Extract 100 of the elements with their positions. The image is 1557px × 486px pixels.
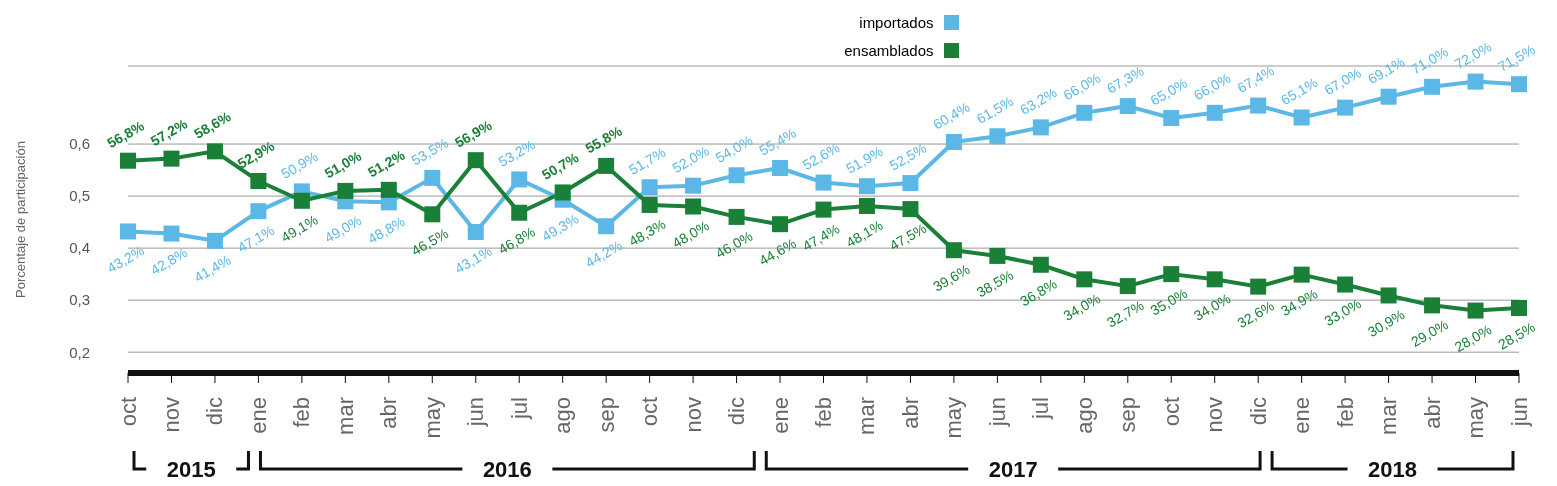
y-tick-label: 0,2 xyxy=(69,343,90,361)
x-tick-label: ene xyxy=(767,397,793,434)
x-tick-label: jun xyxy=(1506,397,1532,428)
y-tick-label: 0,6 xyxy=(69,135,90,153)
point xyxy=(1163,110,1180,127)
point xyxy=(1467,302,1484,319)
point xyxy=(728,167,745,184)
point xyxy=(1511,76,1527,93)
point xyxy=(772,159,789,176)
x-tick-label: oct xyxy=(637,397,663,427)
point xyxy=(598,157,615,174)
point xyxy=(1380,88,1397,105)
point xyxy=(772,216,789,233)
point xyxy=(293,192,310,209)
point xyxy=(1380,287,1397,304)
point xyxy=(1119,98,1136,115)
y-tick-label: 0,5 xyxy=(69,187,90,205)
point xyxy=(641,179,658,196)
point xyxy=(467,152,484,169)
x-tick-label: ene xyxy=(245,397,271,434)
point xyxy=(902,175,919,192)
y-axis-title: Porcentaje de participación xyxy=(12,141,28,298)
x-tick-label: jul xyxy=(506,397,532,421)
x-tick-label: feb xyxy=(289,397,315,428)
x-tick-label: dic xyxy=(1245,397,1271,426)
point xyxy=(1206,104,1223,121)
point xyxy=(641,196,658,213)
point xyxy=(685,198,702,215)
point xyxy=(989,247,1006,264)
point xyxy=(902,201,919,218)
x-tick-label: mar xyxy=(854,397,880,435)
point xyxy=(1337,276,1354,293)
point xyxy=(250,203,267,220)
point xyxy=(1076,104,1093,121)
x-tick-label: nov xyxy=(680,397,706,433)
point xyxy=(1032,256,1049,273)
point xyxy=(815,201,832,218)
x-tick-label: mar xyxy=(1376,397,1402,435)
point xyxy=(989,128,1006,145)
point xyxy=(120,152,136,169)
x-tick-label: feb xyxy=(1332,397,1358,428)
point xyxy=(1250,278,1267,295)
legend-label: importados xyxy=(859,13,934,31)
x-tick-label: jul xyxy=(1028,397,1054,421)
point xyxy=(424,169,441,186)
x-tick-label: sep xyxy=(593,397,619,433)
x-tick-label: may xyxy=(1463,397,1489,439)
x-tick-label: ene xyxy=(1289,397,1315,434)
x-tick-label: nov xyxy=(158,397,184,433)
point xyxy=(1076,271,1093,288)
point xyxy=(250,173,267,189)
text: 2016 xyxy=(482,457,532,482)
x-tick-label: oct xyxy=(115,397,141,427)
x-tick-label: ago xyxy=(1071,397,1097,434)
x-tick-label: dic xyxy=(202,397,228,426)
point xyxy=(1032,119,1049,136)
point xyxy=(120,223,136,240)
x-tick-label: sep xyxy=(1115,397,1141,433)
point xyxy=(511,204,528,221)
point xyxy=(1511,299,1527,316)
point xyxy=(1337,99,1354,116)
point xyxy=(945,133,962,150)
text: 2015 xyxy=(166,457,216,482)
point xyxy=(1250,97,1267,114)
point xyxy=(424,206,441,223)
point xyxy=(858,178,875,195)
point xyxy=(467,223,484,240)
point xyxy=(1293,109,1310,126)
point xyxy=(815,174,832,191)
point xyxy=(1424,297,1441,314)
x-tick-label: oct xyxy=(1158,397,1184,427)
point xyxy=(1293,266,1310,283)
x-tick-label: jun xyxy=(463,397,489,428)
point xyxy=(337,182,354,199)
point xyxy=(206,143,223,160)
legend-label: ensamblados xyxy=(844,41,934,59)
point xyxy=(598,218,615,235)
point xyxy=(1206,271,1223,288)
x-tick-label: jun xyxy=(984,397,1010,428)
point xyxy=(1119,278,1136,295)
point xyxy=(554,184,571,201)
point xyxy=(728,208,745,225)
point xyxy=(1163,266,1180,283)
point xyxy=(380,181,397,198)
x-tick-label: mar xyxy=(332,397,358,435)
x-tick-label: nov xyxy=(1202,397,1228,433)
x-tick-label: dic xyxy=(724,397,750,426)
y-tick-label: 0,3 xyxy=(69,291,90,309)
x-tick-label: ago xyxy=(550,397,576,434)
point xyxy=(511,171,528,188)
text: 2017 xyxy=(988,457,1038,482)
point xyxy=(858,197,875,214)
x-tick-label: may xyxy=(419,397,445,439)
point xyxy=(163,150,180,167)
point xyxy=(945,242,962,259)
point xyxy=(206,232,223,249)
point xyxy=(685,177,702,194)
point xyxy=(1424,78,1441,95)
x-tick-label: abr xyxy=(1419,397,1445,429)
x-tick-label: feb xyxy=(811,397,836,428)
